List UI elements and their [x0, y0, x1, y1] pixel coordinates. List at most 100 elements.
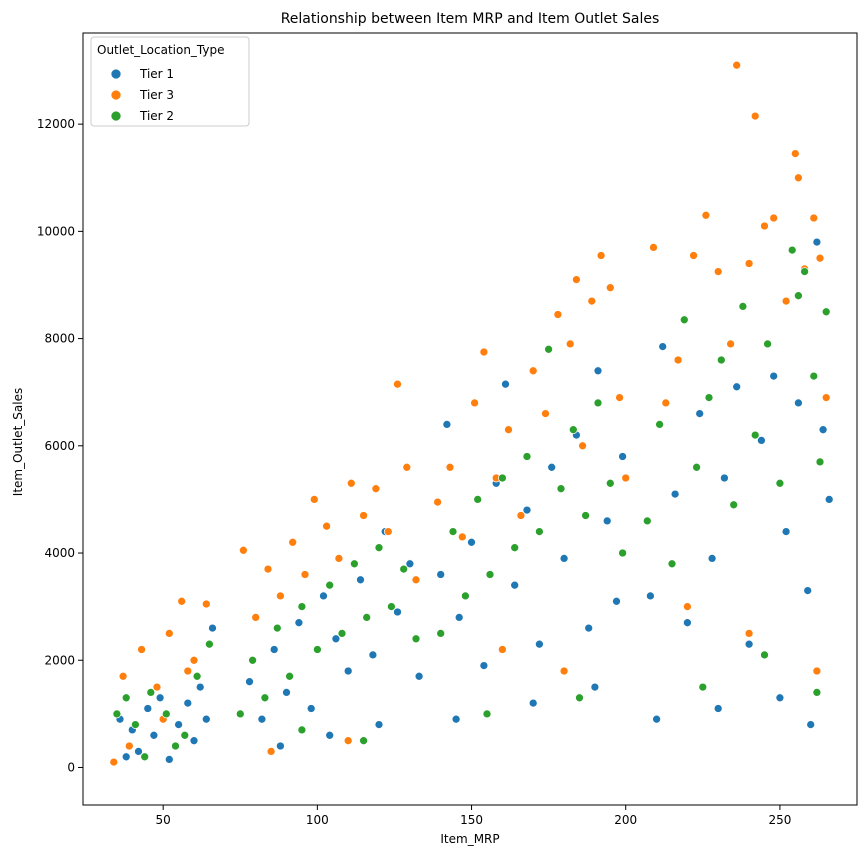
scatter-point: [522, 505, 532, 515]
x-tick-label: 50: [156, 813, 171, 827]
scatter-point: [368, 650, 378, 660]
scatter-point: [174, 720, 183, 729]
scatter-point: [479, 661, 489, 670]
scatter-point: [467, 537, 476, 547]
scatter-point: [528, 366, 538, 376]
scatter-point: [245, 677, 254, 687]
y-axis-label: Item_Outlet_Sales: [11, 388, 25, 496]
scatter-point: [593, 366, 603, 376]
scatter-point: [646, 591, 655, 601]
x-tick-label: 100: [306, 813, 329, 827]
scatter-point: [716, 355, 726, 365]
scatter-point: [309, 495, 319, 504]
y-tick-label: 8000: [44, 332, 75, 346]
scatter-point: [337, 629, 347, 638]
scatter-point: [454, 613, 464, 622]
scatter-point: [689, 251, 698, 260]
scatter-point: [325, 580, 335, 590]
scatter-point: [821, 307, 831, 317]
scatter-point: [131, 720, 140, 729]
chart-title: Relationship between Item MRP and Item O…: [281, 11, 660, 27]
scatter-point: [239, 545, 248, 555]
scatter-point: [760, 221, 769, 231]
scatter-point: [744, 629, 754, 638]
scatter-point: [812, 666, 822, 676]
scatter-point: [442, 420, 452, 429]
scatter-point: [612, 596, 621, 606]
scatter-point: [393, 379, 402, 389]
scatter-point: [161, 709, 171, 719]
scatter-point: [248, 655, 257, 665]
scatter-point: [673, 355, 683, 365]
scatter-point: [649, 243, 658, 252]
scatter-point: [152, 682, 162, 692]
scatter-point: [282, 688, 291, 697]
scatter-point: [704, 393, 714, 402]
scatter-point: [809, 371, 819, 381]
scatter-point: [201, 599, 211, 609]
scatter-point: [547, 462, 557, 472]
scatter-point: [565, 339, 575, 349]
scatter-point: [121, 693, 131, 703]
scatter-point: [479, 347, 489, 357]
y-tick-label: 12000: [37, 117, 75, 131]
legend-box: [90, 36, 250, 127]
scatter-point: [781, 527, 791, 536]
scatter-point: [769, 213, 779, 223]
legend-entries: Tier 1 Tier 3 Tier 2: [110, 67, 174, 123]
scatter-point: [325, 730, 335, 740]
scatter-point: [769, 371, 779, 381]
scatter-point: [276, 591, 285, 601]
scatter-point: [350, 559, 359, 569]
scatter-point: [164, 629, 174, 638]
x-tick-label: 200: [614, 813, 637, 827]
scatter-point: [692, 462, 701, 472]
scatter-point: [436, 570, 446, 579]
scatter-point: [192, 671, 202, 681]
scatter-point: [414, 671, 424, 681]
scatter-point: [713, 704, 723, 713]
scatter-point: [605, 478, 615, 488]
scatter-point: [800, 267, 809, 276]
plot-area: [109, 60, 834, 767]
scatter-point: [701, 210, 711, 220]
scatter-point: [760, 650, 769, 660]
scatter-point: [235, 709, 245, 719]
scatter-point: [260, 693, 270, 703]
scatter-point: [189, 655, 199, 665]
scatter-point: [402, 462, 412, 472]
series-tier-3: [109, 60, 831, 767]
scatter-point: [541, 409, 550, 418]
scatter-point: [272, 623, 282, 633]
scatter-point: [713, 267, 723, 276]
scatter-point: [821, 393, 831, 402]
x-tick-label: 150: [460, 813, 483, 827]
scatter-point: [593, 398, 603, 408]
scatter-point: [359, 511, 368, 520]
scatter-point: [485, 570, 495, 579]
scatter-point: [661, 398, 671, 408]
y-tick-label: 4000: [44, 546, 75, 560]
scatter-point: [655, 420, 664, 429]
scatter-point: [146, 688, 156, 697]
scatter-point: [300, 570, 310, 579]
scatter-point: [343, 666, 353, 676]
scatter-point: [164, 755, 174, 764]
scatter-point: [288, 537, 298, 547]
scatter-point: [297, 725, 307, 735]
scatter-point: [183, 698, 193, 708]
scatter-point: [383, 527, 393, 536]
scatter-point: [642, 516, 652, 526]
scatter-point: [313, 645, 322, 654]
scatter-point: [448, 527, 458, 536]
series-tier-1: [115, 237, 834, 764]
legend-marker: [110, 110, 122, 122]
scatter-point: [587, 296, 597, 306]
scatter-point: [501, 379, 510, 389]
scatter-point: [294, 618, 304, 628]
scatter-point: [306, 704, 316, 713]
scatter-point: [482, 709, 492, 719]
scatter-point: [140, 752, 150, 762]
